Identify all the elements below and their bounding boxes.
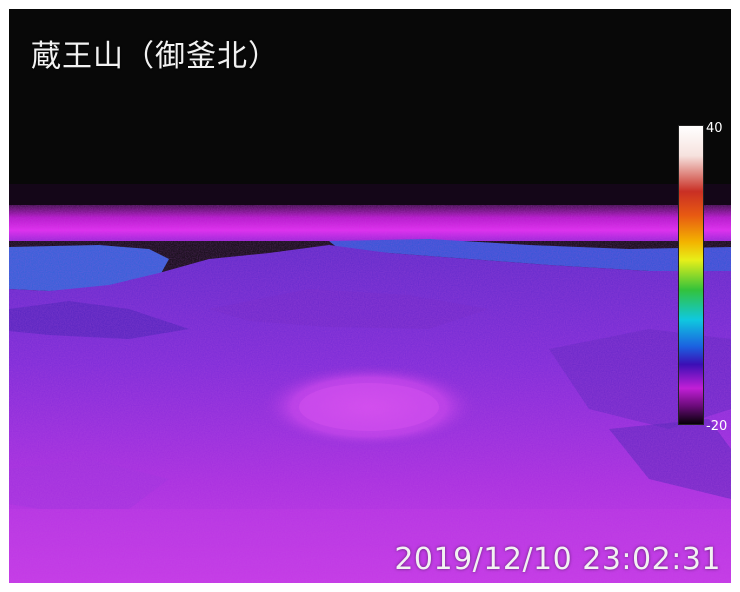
timestamp: 2019/12/10 23:02:31 [394, 542, 721, 577]
temperature-colorbar [678, 125, 704, 425]
thermal-image [9, 9, 731, 583]
camera-title: 蔵王山（御釜北） [31, 39, 279, 74]
thermal-camera-frame: 蔵王山（御釜北） 40 -20 2019/12/10 23:02:31 [9, 9, 731, 583]
colorbar-min-label: -20 [706, 419, 728, 434]
colorbar-max-label: 40 [706, 121, 723, 136]
